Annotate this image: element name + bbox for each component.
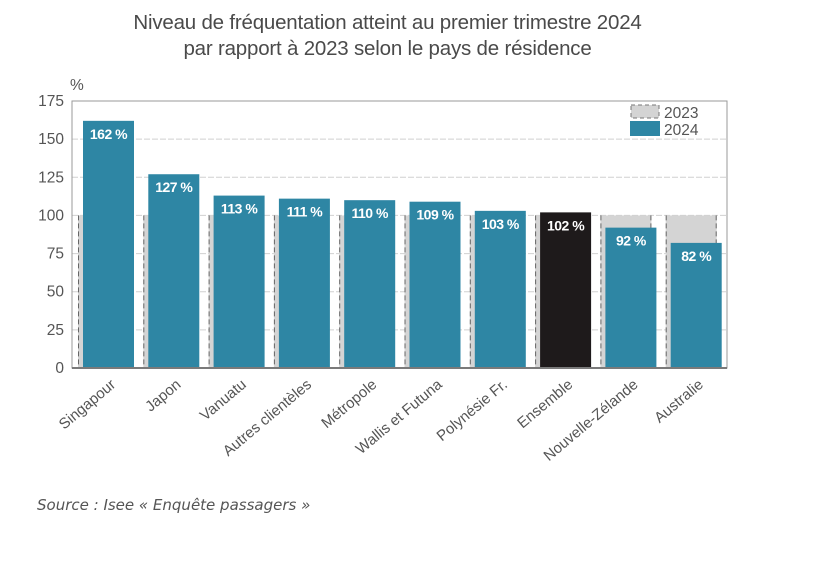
chart-title: Niveau de fréquentation atteint au premi…	[0, 10, 775, 62]
series-2024-bars	[83, 120, 722, 368]
bar-2024	[213, 195, 265, 368]
x-tick-label: Japon	[142, 376, 184, 415]
data-label: 111 %	[287, 204, 324, 220]
y-tick-label: 0	[55, 360, 64, 377]
chart-title-line-2: par rapport à 2023 selon le pays de rési…	[183, 37, 592, 60]
legend-swatch-2023	[630, 104, 660, 119]
bar-2024	[474, 210, 526, 368]
y-tick-label: 125	[38, 169, 64, 186]
legend-label-2024: 2024	[664, 122, 699, 139]
x-tick-label: Ensemble	[514, 376, 576, 432]
bar-2024	[278, 198, 330, 368]
x-tick-label: Australie	[651, 376, 707, 427]
data-label: 110 %	[351, 205, 388, 221]
y-axis-label: %	[70, 77, 84, 94]
y-axis-ticks: 0 25 50 75 100 125 150 175	[38, 93, 64, 377]
data-label: 113 %	[221, 201, 258, 217]
bar-2024	[409, 201, 461, 368]
data-label: 82 %	[681, 248, 712, 264]
legend-swatch-2024	[630, 121, 660, 136]
bar-2024	[670, 242, 722, 368]
data-label: 162 %	[90, 126, 128, 142]
bar-2024	[83, 120, 134, 368]
x-tick-label: Polynésie Fr.	[434, 376, 511, 445]
source-note: Source : Isee « Enquête passagers »	[37, 496, 311, 514]
data-label: 102 %	[547, 217, 585, 233]
bar-2024	[344, 200, 396, 368]
bar-2024	[540, 212, 592, 368]
chart-title-line-1: Niveau de fréquentation atteint au premi…	[133, 11, 642, 34]
bar-2024	[148, 174, 200, 368]
y-tick-label: 100	[38, 207, 64, 224]
y-tick-label: 75	[47, 246, 64, 263]
data-label: 109 %	[416, 207, 454, 223]
y-tick-label: 25	[47, 322, 64, 339]
x-tick-label: Métropole	[318, 376, 380, 432]
y-tick-label: 175	[38, 93, 64, 110]
x-tick-label: Vanuatu	[197, 376, 250, 424]
y-tick-label: 150	[38, 131, 64, 148]
legend: 2023 2024	[630, 104, 699, 139]
data-label: 92 %	[616, 233, 647, 249]
data-label: 127 %	[155, 179, 193, 195]
legend-label-2023: 2023	[664, 105, 698, 122]
y-tick-label: 50	[47, 284, 65, 301]
x-tick-label: Singapour	[56, 376, 119, 433]
bar-2024	[605, 227, 657, 368]
data-label: 103 %	[482, 216, 520, 232]
data-labels: 162 % 127 % 113 % 111 % 110 % 109 % 103 % 102 %…	[90, 126, 713, 264]
